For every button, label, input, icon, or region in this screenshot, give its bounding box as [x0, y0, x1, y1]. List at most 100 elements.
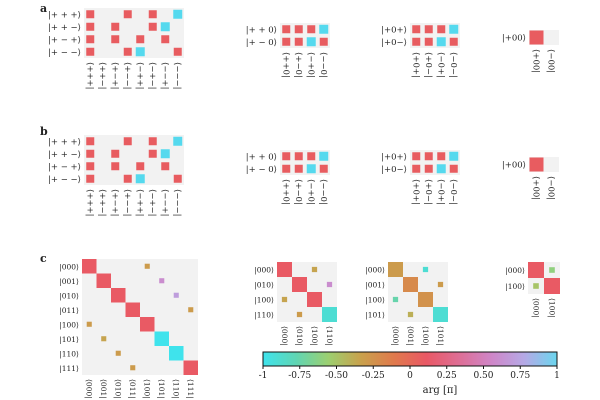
heatmap-a-2: |+0+⟩ |+0−⟩⟨+0+| ⟨+0−| ⟨−0+| ⟨−0−| — [381, 23, 460, 78]
matrix-element — [136, 162, 145, 171]
matrix-element — [294, 164, 303, 173]
col-label: ⟨+−−| — [122, 189, 132, 217]
matrix-element — [549, 267, 555, 273]
row-label: |010⟩ — [254, 281, 274, 290]
matrix-element — [160, 149, 170, 159]
row-label: |011⟩ — [59, 306, 79, 315]
matrix-element — [388, 262, 403, 277]
row-label: |+ − +⟩ — [48, 162, 81, 172]
matrix-element — [173, 174, 182, 183]
col-label: ⟨−00| — [546, 176, 556, 200]
row-label: |101⟩ — [59, 335, 79, 344]
row-label: |+0+⟩ — [381, 152, 407, 162]
row-label: |+ + −⟩ — [48, 23, 81, 33]
panel-label-a: a — [40, 2, 47, 15]
matrix-element — [282, 152, 291, 161]
col-label: ⟨111| — [186, 379, 195, 399]
row-label: |+ + 0⟩ — [246, 25, 277, 35]
col-label: ⟨−−+| — [159, 62, 169, 90]
matrix-element — [319, 151, 329, 161]
matrix-element — [422, 266, 429, 273]
matrix-element — [173, 47, 182, 56]
col-label: ⟨+++| — [84, 189, 94, 217]
row-label: |+00⟩ — [502, 161, 526, 171]
matrix-element — [412, 152, 421, 161]
matrix-element — [281, 296, 288, 303]
panel-label-b: b — [40, 125, 48, 138]
col-label: ⟨+0+| — [410, 52, 420, 78]
row-label: |111⟩ — [59, 364, 79, 373]
row-label: |000⟩ — [365, 266, 385, 275]
matrix-element — [111, 35, 120, 44]
matrix-element — [449, 151, 459, 161]
col-label: ⟨−0+| — [435, 179, 445, 205]
row-label: |010⟩ — [59, 291, 79, 300]
matrix-element — [82, 259, 97, 274]
matrix-element — [294, 152, 303, 161]
matrix-element — [326, 281, 333, 288]
matrix-element — [322, 307, 337, 322]
col-label: ⟨+00| — [531, 49, 541, 73]
row-label: |+00⟩ — [502, 34, 526, 44]
matrix-element — [544, 278, 560, 294]
matrix-element — [424, 25, 433, 34]
matrix-element — [111, 288, 126, 303]
matrix-element — [86, 47, 95, 56]
col-label: ⟨−−0| — [318, 52, 328, 78]
matrix-element — [159, 278, 165, 284]
matrix-element — [86, 162, 95, 171]
col-label: ⟨011| — [128, 379, 137, 399]
matrix-element — [306, 164, 316, 174]
matrix-element — [529, 30, 544, 45]
matrix-element — [424, 164, 433, 173]
colorbar-tick-label: 0.25 — [437, 371, 457, 381]
heatmap-c-8: |000⟩ |001⟩ |010⟩ |011⟩ |100⟩ |101⟩ |110⟩ |111⟩… — [59, 259, 198, 399]
matrix-element — [144, 263, 150, 269]
colorbar-tick-label: 0 — [407, 371, 413, 381]
matrix-element — [130, 365, 136, 371]
matrix-element — [412, 164, 421, 173]
colorbar-tick-label: -0.50 — [325, 371, 348, 381]
row-label: |+ − −⟩ — [48, 175, 81, 185]
matrix-element — [437, 281, 444, 288]
matrix-element — [319, 37, 328, 46]
row-label: |+ − −⟩ — [48, 48, 81, 58]
heatmap-c-9: |000⟩ |010⟩ |100⟩ |110⟩ ⟨000| ⟨010| ⟨100| ⟨110| — [254, 262, 337, 346]
matrix-element — [418, 292, 433, 307]
matrix-element — [111, 22, 120, 31]
row-label: |000⟩ — [254, 266, 274, 275]
heatmap-background — [84, 135, 184, 185]
matrix-element — [86, 22, 95, 31]
col-label: ⟨−00| — [546, 49, 556, 73]
col-label: ⟨100| — [310, 326, 319, 346]
row-label: |+ + −⟩ — [48, 150, 81, 160]
matrix-element — [292, 277, 307, 292]
colorbar-ticks: -1 -0.75 -0.50 -0.25 0 0.25 0.50 0.75 1 — [259, 366, 560, 381]
matrix-element — [277, 262, 292, 277]
matrix-element — [135, 174, 145, 184]
row-label: |000⟩ — [59, 262, 79, 271]
col-label: ⟨110| — [325, 326, 334, 346]
row-label: |000⟩ — [505, 266, 525, 275]
matrix-element — [392, 296, 399, 303]
matrix-element — [111, 162, 120, 171]
row-label: |101⟩ — [365, 311, 385, 320]
matrix-element — [282, 164, 291, 173]
row-label: |+ − 0⟩ — [246, 165, 277, 175]
matrix-element — [123, 137, 132, 146]
matrix-element — [296, 311, 303, 318]
row-label: |+ + +⟩ — [48, 10, 81, 20]
matrix-element — [437, 152, 446, 161]
col-label: ⟨++0| — [280, 179, 290, 205]
col-label: ⟨−++| — [134, 62, 144, 90]
col-label: ⟨−−0| — [318, 179, 328, 205]
col-label: ⟨−−+| — [159, 189, 169, 217]
colorbar-tick-label: -0.25 — [362, 371, 385, 381]
matrix-element — [436, 164, 446, 174]
matrix-element — [135, 47, 145, 57]
heatmap-a-3: |+00⟩ ⟨+00| ⟨−00| — [502, 30, 559, 73]
matrix-element — [111, 149, 120, 158]
col-label: ⟨110| — [172, 379, 181, 399]
matrix-element — [424, 152, 433, 161]
